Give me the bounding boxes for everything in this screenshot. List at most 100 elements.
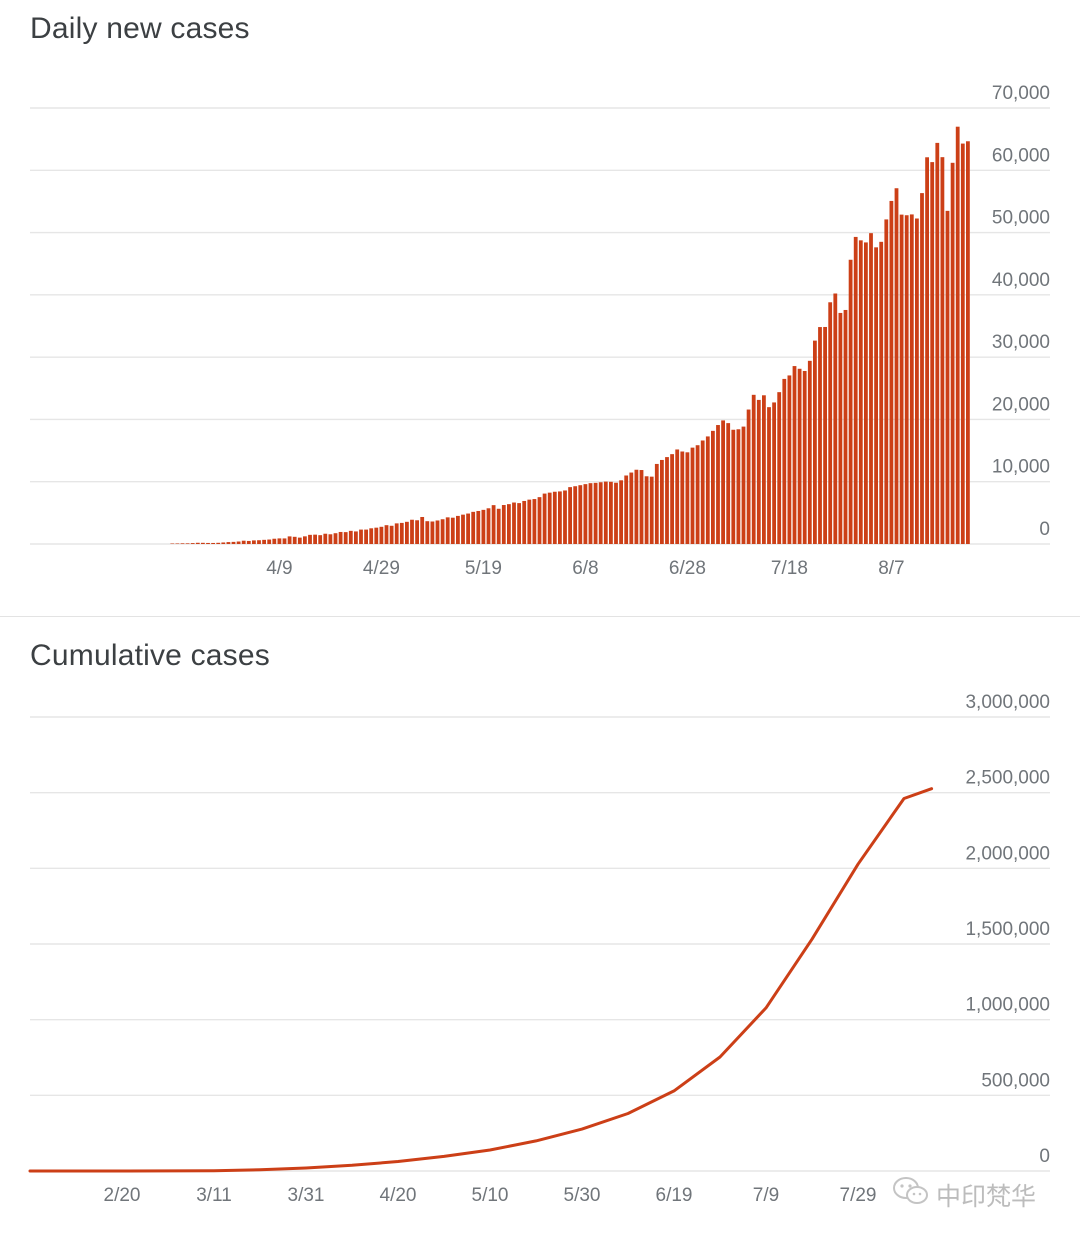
daily-bar <box>517 503 521 544</box>
daily-bar <box>945 210 950 544</box>
daily-bar <box>848 259 853 544</box>
daily-bar <box>435 520 440 544</box>
daily-bar <box>211 542 215 544</box>
daily-bar <box>348 530 353 544</box>
daily-bar <box>746 409 751 544</box>
daily-bar <box>359 529 363 544</box>
daily-bar <box>864 242 868 544</box>
cumulative-chart-title: Cumulative cases <box>30 639 270 672</box>
daily-bar <box>925 157 929 544</box>
daily-bar <box>241 540 246 544</box>
y-tick-label: 1,500,000 <box>965 919 1050 940</box>
daily-bar <box>450 517 455 544</box>
daily-bar <box>558 491 562 544</box>
x-tick-label: 7/9 <box>753 1185 779 1206</box>
daily-bar <box>354 531 358 544</box>
daily-bar <box>603 481 608 544</box>
daily-bar <box>823 326 827 544</box>
daily-bar <box>461 514 465 544</box>
daily-bar <box>343 532 348 544</box>
daily-bar <box>507 504 511 544</box>
y-tick-label: 0 <box>1039 1146 1050 1167</box>
daily-bar <box>267 539 272 544</box>
x-tick-label: 7/29 <box>840 1185 877 1206</box>
daily-bar <box>277 538 282 544</box>
daily-bar <box>619 480 623 544</box>
daily-bar <box>593 482 598 544</box>
x-tick-label: 4/29 <box>363 558 400 579</box>
daily-bar <box>629 472 634 544</box>
daily-bar <box>466 513 470 544</box>
daily-bar <box>634 469 639 544</box>
daily-bar <box>430 521 435 544</box>
daily-bar <box>894 188 899 544</box>
daily-bar <box>833 293 838 544</box>
x-tick-label: 7/18 <box>771 558 808 579</box>
x-tick-label: 4/20 <box>380 1185 417 1206</box>
daily-bar <box>772 402 776 544</box>
daily-bar <box>333 533 338 544</box>
daily-bar <box>818 327 822 544</box>
watermark: 中印梵华 <box>892 1176 1036 1213</box>
daily-chart-title: Daily new cases <box>30 12 250 45</box>
daily-bar <box>751 394 756 544</box>
daily-bar <box>491 505 496 544</box>
daily-bar <box>792 366 797 544</box>
daily-bar <box>527 499 532 544</box>
daily-bar <box>369 528 374 544</box>
y-tick-label: 70,000 <box>992 83 1050 104</box>
daily-bar <box>736 429 741 544</box>
daily-bar <box>257 540 261 544</box>
daily-bar <box>904 215 909 545</box>
daily-bar <box>940 157 945 544</box>
watermark-text: 中印梵华 <box>936 1182 1037 1211</box>
y-tick-label: 10,000 <box>992 457 1050 478</box>
daily-bar <box>670 454 674 544</box>
daily-bar <box>858 240 863 545</box>
daily-bar <box>680 451 685 544</box>
daily-bar <box>726 423 731 544</box>
x-tick-label: 8/7 <box>878 558 904 579</box>
daily-bar <box>226 542 231 544</box>
daily-bar <box>440 519 445 544</box>
y-tick-label: 1,000,000 <box>965 995 1050 1016</box>
x-tick-label: 6/28 <box>669 558 706 579</box>
daily-bar <box>609 481 613 544</box>
daily-bar <box>756 399 761 544</box>
y-tick-label: 50,000 <box>992 208 1050 229</box>
daily-bar <box>660 459 664 544</box>
cumulative-chart-panel: Cumulative cases 0 500,000 1,000,000 1,500,… <box>0 617 1080 1241</box>
daily-bar <box>568 487 572 544</box>
daily-bar <box>190 543 195 544</box>
daily-bar <box>782 378 787 544</box>
daily-bar <box>231 541 236 544</box>
daily-bar <box>532 499 537 544</box>
daily-bar <box>960 143 965 545</box>
daily-bar <box>889 200 894 544</box>
daily-bar <box>512 502 516 544</box>
daily-bar <box>445 517 450 544</box>
daily-bar <box>797 368 802 544</box>
daily-bar <box>252 540 256 544</box>
daily-bar <box>879 241 884 544</box>
daily-bar <box>405 521 409 544</box>
daily-bar <box>537 497 542 544</box>
daily-bar <box>323 533 328 544</box>
daily-bar <box>935 142 940 544</box>
daily-bar <box>282 538 287 544</box>
x-tick-label: 5/10 <box>472 1185 509 1206</box>
daily-chart-panel: Daily new cases 0 10,000 20,000 30,000 40,00… <box>0 0 1080 616</box>
daily-bar <box>394 523 399 544</box>
daily-bar <box>384 525 389 544</box>
daily-bar <box>374 527 379 544</box>
daily-bar <box>644 476 649 544</box>
daily-bar <box>695 445 700 544</box>
daily-bar <box>639 470 644 544</box>
x-tick-label: 5/30 <box>564 1185 601 1206</box>
daily-bar <box>654 463 659 544</box>
daily-bar <box>364 529 368 544</box>
daily-bar <box>522 500 527 544</box>
daily-bar <box>456 515 460 544</box>
y-tick-label: 20,000 <box>992 394 1050 415</box>
daily-bar <box>802 370 807 544</box>
